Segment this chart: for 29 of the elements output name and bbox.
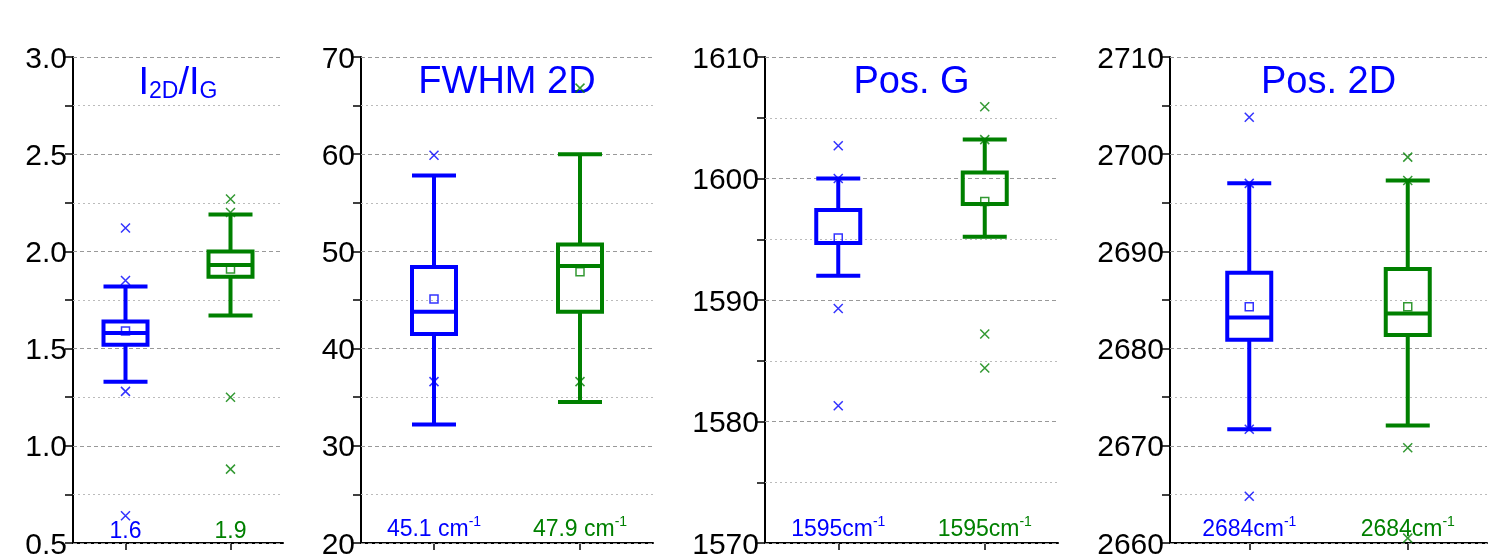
y-tick-label: 2670	[1097, 429, 1164, 463]
annotation: 1.6	[109, 516, 142, 543]
chart-title: FWHM 2D	[418, 59, 596, 101]
y-tick-label: 30	[321, 429, 355, 463]
y-tick-label: 60	[321, 137, 355, 171]
chart-title: Pos. 2D	[1260, 59, 1397, 101]
y-tick-label: 1.5	[25, 332, 67, 366]
y-tick-label: 2690	[1097, 234, 1164, 268]
chart-title: Pos. G	[853, 59, 970, 101]
y-tick-label: 2680	[1097, 332, 1164, 366]
y-tick-label: 1580	[692, 405, 759, 438]
y-tick-label: 1610	[692, 40, 759, 74]
y-tick-label: 2.5	[25, 137, 67, 171]
y-tick-label: 1590	[692, 283, 759, 317]
y-tick-label: 20	[321, 526, 355, 558]
y-tick-label: 2.0	[25, 234, 67, 268]
chart-title: I2D/IG	[138, 60, 218, 103]
y-tick-label: 2660	[1097, 526, 1164, 558]
y-tick-label: 1600	[692, 162, 759, 195]
y-tick-label: 70	[321, 40, 355, 74]
y-tick-label: 2710	[1097, 40, 1164, 74]
y-tick-label: 2700	[1097, 137, 1164, 171]
y-tick-label: 0.5	[25, 526, 67, 558]
annotation: 1.9	[214, 516, 247, 543]
y-tick-label: 3.0	[25, 40, 67, 74]
y-tick-label: 1570	[692, 526, 759, 558]
y-tick-label: 50	[321, 234, 355, 268]
y-tick-label: 40	[321, 332, 355, 366]
y-tick-label: 1.0	[25, 429, 67, 463]
